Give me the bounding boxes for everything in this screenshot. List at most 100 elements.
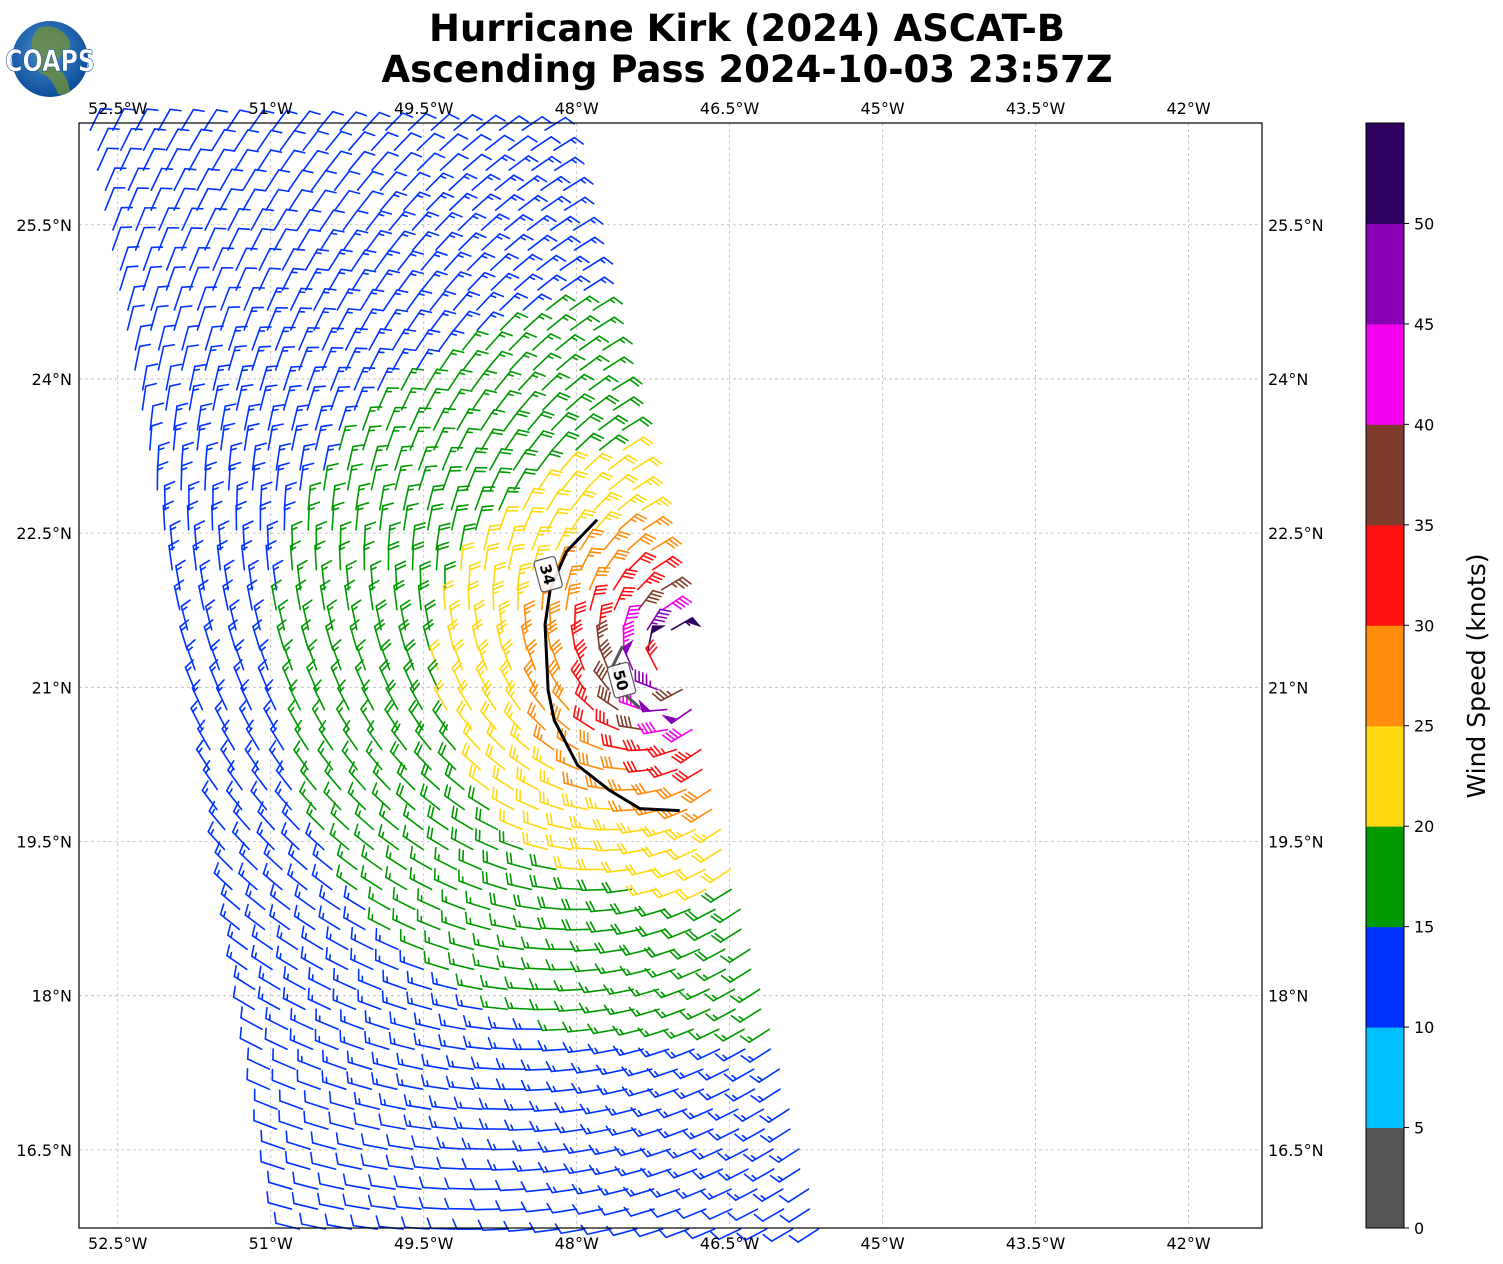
barb-half — [463, 195, 470, 200]
barb-full — [434, 847, 437, 860]
barb-full — [469, 1178, 476, 1191]
wind-barb — [197, 719, 211, 751]
barb-half — [580, 178, 586, 184]
colorbar-frame — [1365, 122, 1405, 1229]
barb-half — [584, 986, 590, 993]
x-tick-label-bottom: 51°W — [249, 1234, 293, 1253]
barb-full — [214, 227, 227, 230]
wind-barb — [220, 882, 241, 911]
barb-full — [237, 227, 251, 231]
barb-full — [363, 150, 376, 156]
barb-half — [757, 1076, 764, 1081]
barb-half — [247, 727, 253, 734]
barb-half — [501, 960, 505, 968]
wind-barb — [368, 347, 392, 371]
barb-half — [369, 727, 374, 735]
barb-staff — [508, 1228, 534, 1232]
barb-half — [526, 1064, 531, 1071]
barb-full — [428, 1095, 434, 1108]
barb-full — [598, 335, 610, 343]
gridlines — [79, 123, 1262, 1228]
wind-barb — [569, 295, 600, 311]
barb-full — [580, 395, 592, 403]
wind-barb — [265, 540, 277, 571]
barb-full — [537, 1161, 545, 1173]
wind-barb — [537, 1019, 568, 1032]
wind-barb — [282, 986, 306, 1011]
barb-full — [462, 721, 469, 733]
barb-full — [612, 1045, 621, 1056]
wind-barb — [281, 801, 300, 831]
barb-half — [689, 1132, 696, 1138]
barb-full — [239, 109, 252, 114]
barb-full — [356, 209, 369, 215]
barb-full — [570, 619, 582, 627]
barb-full — [451, 659, 461, 669]
barb-staff — [356, 170, 374, 191]
wind-barb — [339, 111, 368, 131]
barb-full — [711, 934, 722, 943]
contour-label-50: 50 — [606, 661, 637, 699]
wind-barb — [685, 928, 717, 942]
barb-staff — [325, 130, 342, 151]
barb-half — [409, 273, 417, 277]
barb-full — [393, 1195, 398, 1208]
barb-half — [556, 178, 563, 183]
barb-full — [348, 170, 361, 175]
barb-full — [647, 642, 656, 653]
wind-barb — [218, 520, 230, 551]
barb-full — [593, 592, 606, 596]
barb-full — [293, 248, 306, 251]
wind-barb — [318, 905, 341, 931]
wind-barb — [579, 729, 604, 751]
barb-full — [636, 513, 648, 520]
barb-staff — [355, 1123, 381, 1130]
colorbar-bin — [1366, 424, 1404, 526]
barb-full — [411, 387, 424, 390]
barb-full — [561, 793, 566, 806]
barb-full — [218, 520, 230, 527]
barb-half — [507, 373, 514, 377]
wind-barb — [467, 580, 479, 611]
barb-half — [253, 768, 259, 775]
barb-half — [539, 734, 543, 742]
barb-full — [399, 764, 406, 777]
barb-staff — [96, 147, 109, 171]
barb-full — [208, 800, 216, 812]
barb-half — [169, 526, 177, 531]
barb-full — [156, 461, 169, 467]
barb-half — [538, 315, 545, 320]
barb-full — [520, 957, 526, 969]
barb-full — [537, 194, 548, 203]
barb-full — [266, 1170, 270, 1184]
barb-half — [433, 391, 441, 394]
barb-full — [608, 756, 613, 769]
wind-barb — [204, 344, 223, 371]
barb-half — [181, 606, 188, 612]
wind-barb — [496, 934, 525, 951]
barb-staff — [150, 286, 159, 311]
wind-barb — [571, 1183, 603, 1195]
barb-half — [362, 272, 369, 275]
wind-barb — [483, 542, 500, 571]
wind-barb — [302, 150, 329, 171]
barb-full — [227, 760, 235, 771]
barb-staff — [134, 345, 141, 371]
wind-barb — [439, 153, 469, 171]
wind-barb — [571, 1083, 603, 1094]
wind-barb — [275, 442, 292, 471]
barb-full — [396, 761, 403, 774]
barb-staff — [253, 1119, 278, 1130]
barb-staff — [316, 110, 334, 131]
barb-half — [435, 998, 438, 1006]
barb-full — [639, 557, 651, 564]
barb-half — [327, 448, 334, 452]
wind-barb — [583, 276, 615, 291]
wind-barb — [243, 287, 265, 311]
barb-half — [612, 1108, 617, 1115]
barb-half — [577, 674, 582, 681]
barb-half — [604, 497, 612, 502]
barb-half — [539, 755, 542, 763]
barb-half — [211, 506, 218, 511]
wind-barb — [149, 421, 163, 451]
